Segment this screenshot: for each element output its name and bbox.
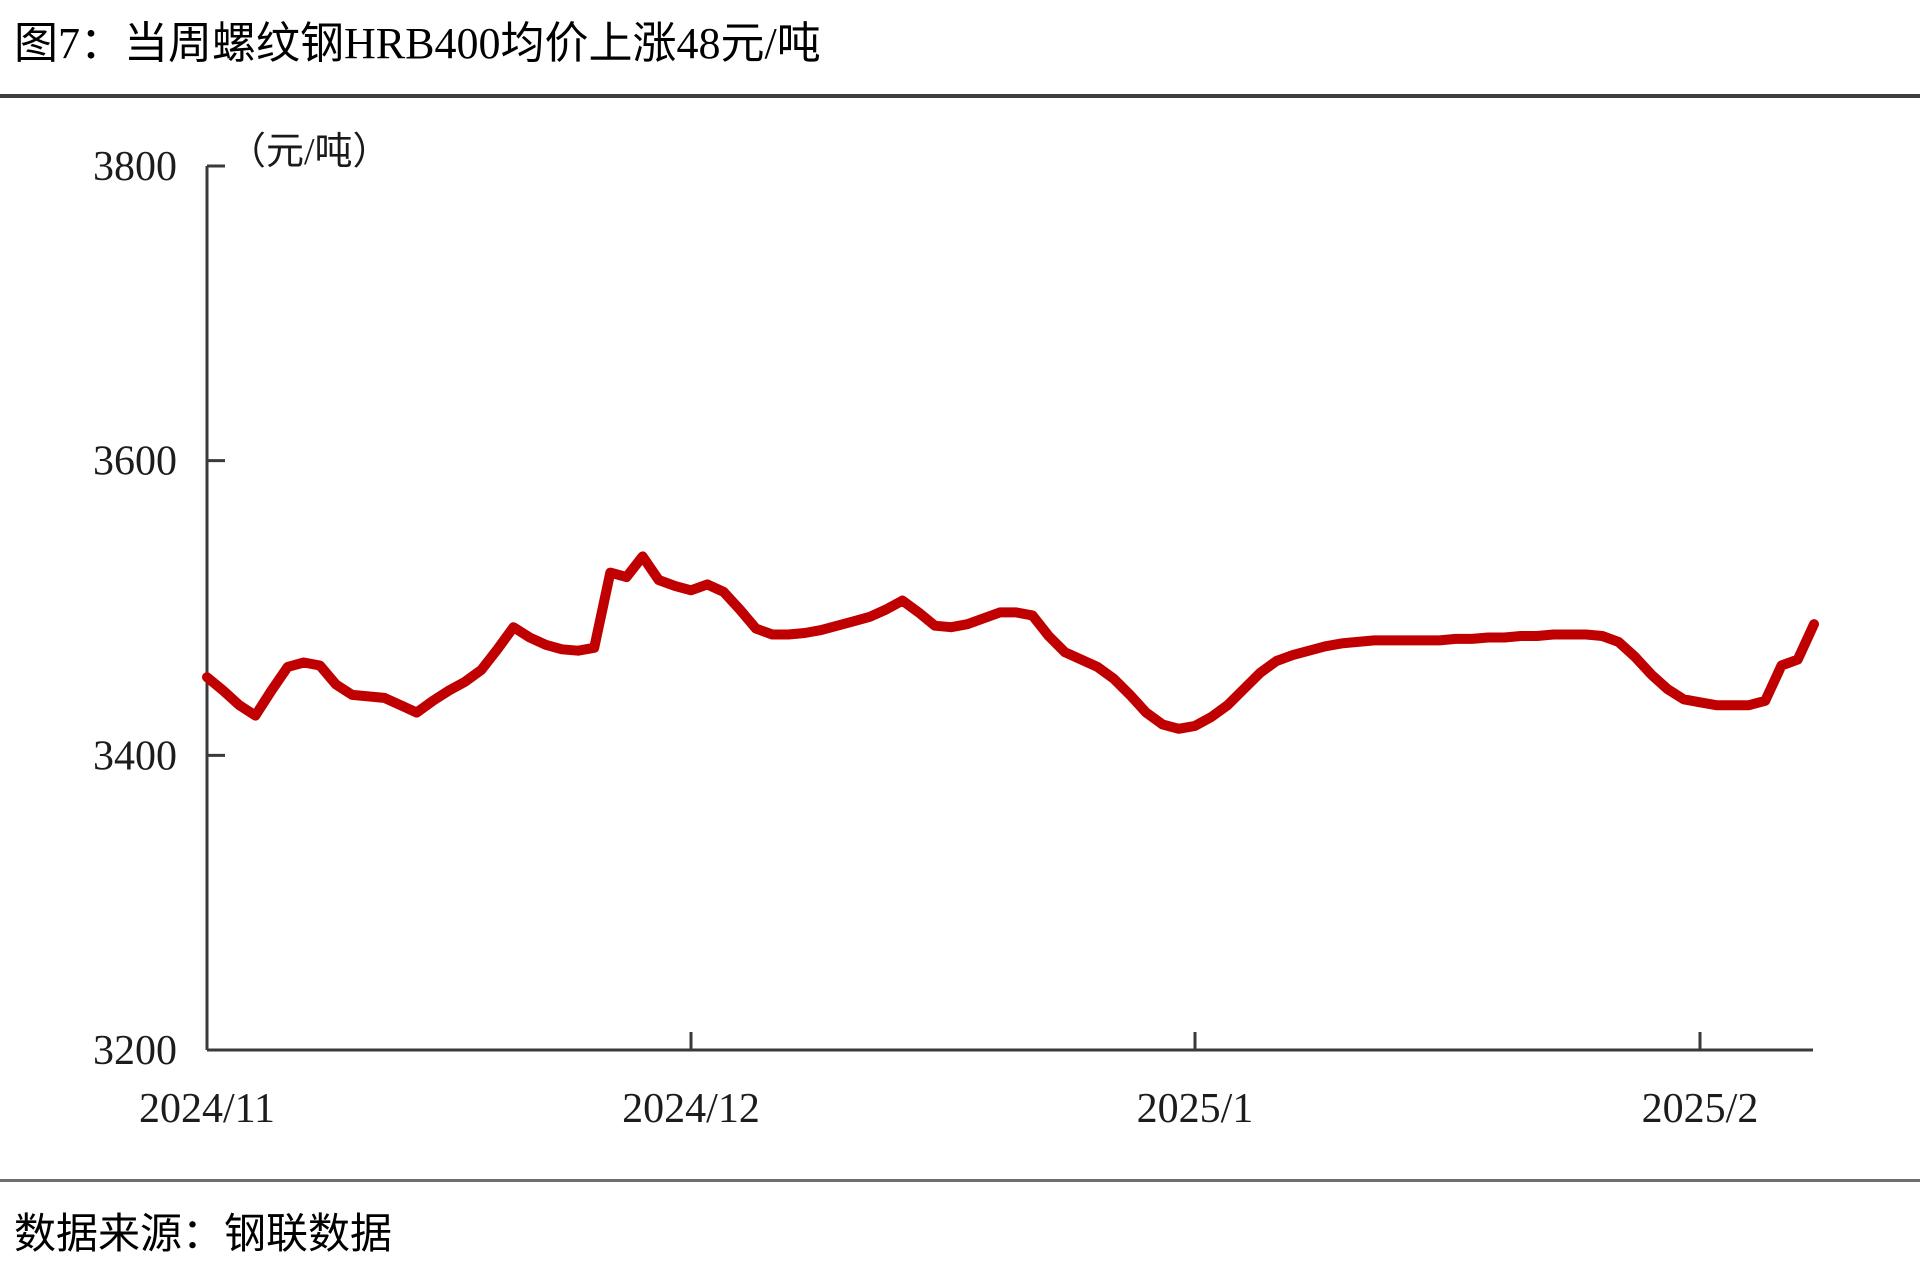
y-tick-label: 3200: [93, 1028, 177, 1074]
y-tick-label: 3400: [93, 733, 177, 779]
y-tick-label: 3800: [93, 144, 177, 190]
x-tick-label: 2025/1: [1137, 1086, 1254, 1132]
x-tick-label: 2024/12: [622, 1086, 760, 1132]
x-tick-label: 2024/11: [139, 1086, 275, 1132]
chart-title: 图7：当周螺纹钢HRB400均价上涨48元/吨: [14, 19, 821, 68]
price-series-line: [202, 551, 1819, 734]
source-divider: [0, 1179, 1920, 1182]
y-tick-label: 3600: [93, 439, 177, 485]
x-tick-label: 2025/2: [1642, 1086, 1759, 1132]
title-divider: [0, 94, 1920, 98]
y-axis-unit-label: （元/吨）: [228, 131, 391, 173]
data-source-label: 数据来源：钢联数据: [14, 1212, 393, 1258]
